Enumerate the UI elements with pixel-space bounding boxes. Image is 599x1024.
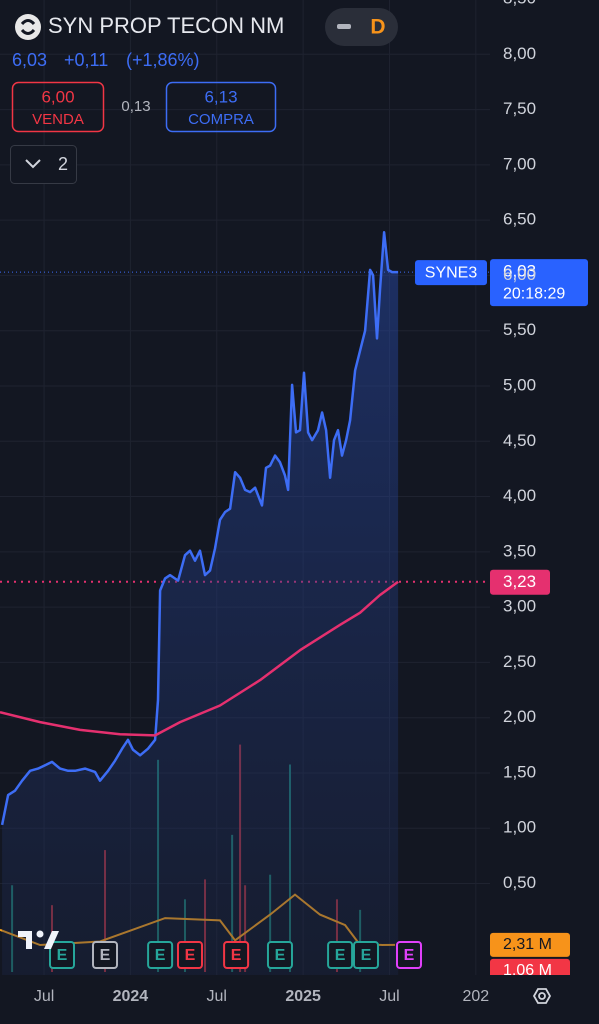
- y-tick-label: 6,50: [503, 210, 536, 229]
- x-tick-label: Jul: [207, 988, 227, 1005]
- symbol-badge: [415, 260, 487, 286]
- event-badge: [266, 941, 293, 969]
- y-tick-label: 5,50: [503, 320, 536, 339]
- price-area: [2, 232, 399, 975]
- collapse-icon[interactable]: [337, 24, 351, 29]
- event-label: E: [231, 947, 242, 964]
- buy-price: 6,13: [204, 87, 237, 106]
- ma-label: 3,23: [503, 572, 536, 591]
- event-label: E: [185, 947, 196, 964]
- y-tick-label: 2,00: [503, 707, 536, 726]
- logo-shape: [36, 930, 44, 938]
- volume-label: 1,06 M: [503, 962, 552, 979]
- price-line: [0, 231, 399, 826]
- y-tick-label: 2,50: [503, 652, 536, 671]
- event-label: E: [275, 947, 286, 964]
- event-label: E: [155, 947, 166, 964]
- change: +0,11: [64, 50, 108, 70]
- y-tick-label: 7,00: [503, 154, 536, 173]
- interval-toggle[interactable]: [325, 8, 398, 46]
- event-badge: [395, 941, 422, 969]
- indicators-toggle[interactable]: [10, 145, 77, 184]
- spread: 0,13: [121, 98, 150, 115]
- logo-shape: [44, 931, 59, 949]
- buy-button[interactable]: [165, 81, 277, 133]
- y-tick-label: 5,00: [503, 375, 536, 394]
- y-tick-label: 8,00: [503, 44, 536, 63]
- event-label: E: [57, 947, 68, 964]
- y-tick-label: 4,00: [503, 486, 536, 505]
- event-badge: [176, 941, 203, 969]
- event-badge: [147, 941, 174, 969]
- logo-shape: [18, 931, 32, 949]
- header: SYN PROP TECON NM D 6,03 +0,11 (+1,86%) …: [10, 8, 398, 184]
- x-tick-label: 2024: [113, 988, 149, 1005]
- last-time-label: 20:18:29: [503, 285, 565, 302]
- price: 6,03: [12, 50, 47, 70]
- event-badge: [352, 941, 379, 969]
- y-tick-label: 1,00: [503, 818, 536, 837]
- sell-price: 6,00: [41, 87, 74, 106]
- symbol-title[interactable]: SYN PROP TECON NM: [48, 13, 284, 38]
- sell-label: VENDA: [32, 111, 84, 128]
- event-badge: [223, 941, 250, 969]
- y-tick-label: 0,50: [503, 873, 536, 892]
- x-tick-label: Jul: [379, 988, 399, 1005]
- settings-icon[interactable]: [532, 988, 552, 1004]
- change-pct: (+1,86%): [126, 50, 200, 70]
- tv-logo: [18, 930, 59, 949]
- event-badge: [92, 941, 119, 969]
- settings-icon-center: [538, 992, 546, 1000]
- y-tick-label: 8,50: [503, 0, 536, 7]
- logo[interactable]: [15, 14, 41, 40]
- interval[interactable]: D: [370, 16, 385, 39]
- time-axis: [0, 975, 599, 1024]
- y-tick-label: 3,00: [503, 597, 536, 616]
- ma-badge: [490, 569, 550, 595]
- y-tick-label: 7,50: [503, 99, 536, 118]
- y-tick-label: 4,50: [503, 431, 536, 450]
- chevron: [25, 159, 41, 169]
- event-label: E: [361, 947, 372, 964]
- volume-ma-label: 2,31 M: [503, 936, 552, 953]
- event-label: E: [100, 947, 111, 964]
- event-badge: [49, 941, 76, 969]
- logo-mark: [20, 19, 36, 35]
- y-tick-label: 1,50: [503, 762, 536, 781]
- last-price-label: 6,03: [503, 262, 536, 281]
- event-label: E: [404, 947, 415, 964]
- x-tick-label: 202: [462, 988, 489, 1005]
- event-badge: [327, 941, 354, 969]
- badges: SYNE3 6,03 20:18:29 3,23 2,31 M 1,06 M: [415, 259, 588, 983]
- x-tick-label: 2025: [285, 988, 321, 1005]
- sell-button[interactable]: [11, 81, 105, 133]
- moving-average-line: [0, 580, 399, 737]
- y-tick-label: 6,00: [503, 265, 536, 284]
- buy-label: COMPRA: [188, 111, 254, 128]
- volume-ma-badge: [490, 932, 570, 957]
- x-axis: 0,50 1,00 1,50 2,00 2,50 3,00 3,50 4,00 4,50 5,00…: [34, 0, 536, 1005]
- symbol-label: SYNE3: [425, 264, 478, 281]
- x-tick-label: Jul: [34, 988, 54, 1005]
- indicator-count: 2: [58, 154, 68, 174]
- event-label: E: [335, 947, 346, 964]
- y-tick-label: 3,50: [503, 541, 536, 560]
- last-price-badge: [490, 259, 588, 307]
